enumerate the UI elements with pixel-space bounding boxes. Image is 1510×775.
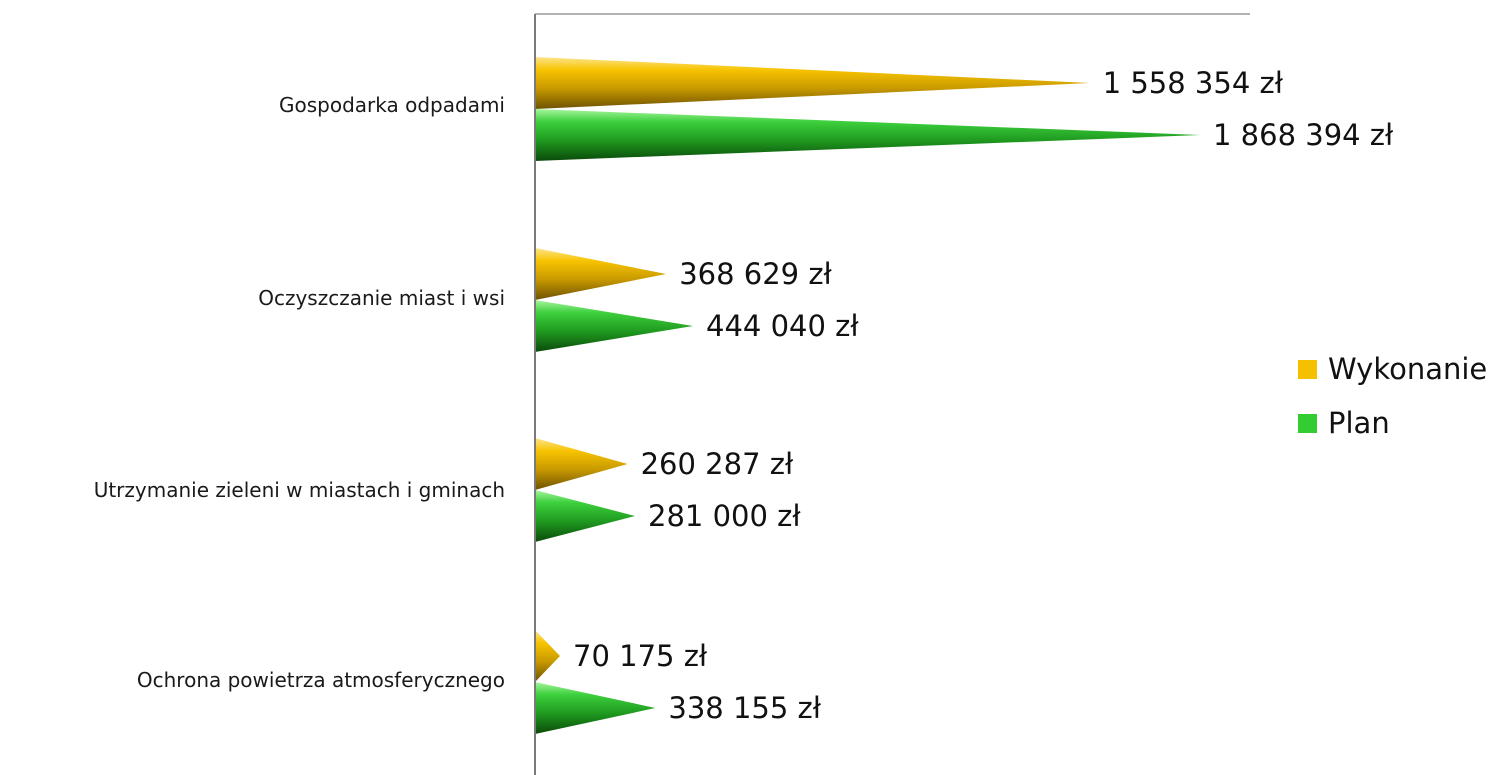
data-label: 338 155 zł: [668, 691, 821, 725]
bar-wykonanie: [535, 438, 628, 490]
category-label: Oczyszczanie miast i wsi: [258, 286, 505, 310]
category-label: Ochrona powietrza atmosferycznego: [137, 668, 505, 692]
bars-layer: [535, 57, 1200, 734]
legend-label-wykonanie: Wykonanie: [1328, 352, 1487, 386]
data-label: 368 629 zł: [679, 257, 832, 291]
legend-label-plan: Plan: [1328, 406, 1390, 440]
bar-wykonanie: [535, 57, 1090, 109]
legend: Wykonanie Plan: [1298, 352, 1487, 440]
bar-plan: [535, 490, 635, 542]
bar-plan: [535, 300, 693, 352]
category-label: Gospodarka odpadami: [279, 93, 505, 117]
bar-plan: [535, 682, 656, 734]
data-label: 444 040 zł: [706, 309, 859, 343]
labels-layer: Gospodarka odpadami 1 558 354 zł 1 868 394…: [94, 66, 1394, 725]
bar-plan: [535, 109, 1200, 161]
data-label: 1 868 394 zł: [1213, 118, 1394, 152]
data-label: 281 000 zł: [648, 499, 801, 533]
category-label: Utrzymanie zieleni w miastach i gminach: [94, 478, 505, 502]
bar-wykonanie: [535, 630, 560, 682]
legend-swatch-wykonanie: [1298, 360, 1317, 379]
data-label: 260 287 zł: [641, 447, 794, 481]
data-label: 1 558 354 zł: [1103, 66, 1284, 100]
legend-swatch-plan: [1298, 414, 1317, 433]
bar-wykonanie: [535, 248, 667, 300]
data-label: 70 175 zł: [573, 639, 708, 673]
